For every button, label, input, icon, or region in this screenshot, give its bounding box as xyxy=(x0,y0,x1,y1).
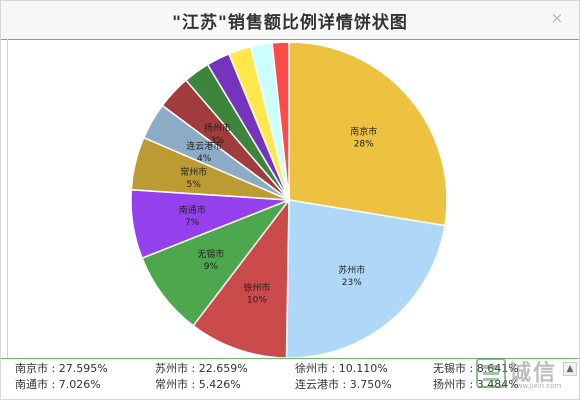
legend-item: 徐州市 : 10.110% xyxy=(295,362,388,375)
pie-slice-name-label: 苏州市 xyxy=(338,264,365,276)
pie-chart: 南京市 28% 苏州市 23% 徐州市 10% 无锡市 9% 南通市 7% 常州市 5% 连云港市 4% 扬… xyxy=(130,41,448,359)
pie-slices xyxy=(130,41,448,359)
pie-slice-name-label: 常州市 xyxy=(180,166,207,178)
pie-slice-percent-label: 5% xyxy=(187,180,202,190)
chart-area: 南京市 28% 苏州市 23% 徐州市 10% 无锡市 9% 南通市 7% 常州市 5% 连云港市 4% 扬… xyxy=(1,40,579,359)
legend-item: 南通市 : 7.026% xyxy=(15,378,101,391)
legend-item: 常州市 : 5.426% xyxy=(155,378,241,391)
pie-slice-name-label: 无锡市 xyxy=(197,248,224,260)
pie-slice-percent-label: 7% xyxy=(185,218,200,228)
pie-slice[interactable] xyxy=(192,197,290,359)
watermark-url: www.jixin.com xyxy=(511,382,562,390)
pie-slice-percent-label: 3% xyxy=(210,136,225,146)
left-edge xyxy=(1,39,8,359)
pie-slice-name-label: 连云港市 xyxy=(186,140,222,152)
legend-item: 南京市 : 27.595% xyxy=(15,362,108,375)
pie-slice-name-label: 徐州市 xyxy=(243,282,270,294)
pie-slice[interactable] xyxy=(141,198,292,327)
pie-slice[interactable] xyxy=(285,199,446,359)
pie-labels: 南京市 28% 苏州市 23% 徐州市 10% 无锡市 9% 南通市 7% 常州市 5% 连云港市 4% 扬… xyxy=(179,122,378,305)
dialog-title: "江苏"销售额比例详情饼状图 xyxy=(172,13,408,33)
watermark-text: 诚信 xyxy=(509,361,558,386)
close-button[interactable]: × xyxy=(550,9,564,27)
pie-slice-percent-label: 28% xyxy=(354,140,374,150)
watermark: 诚信 www.jixin.com xyxy=(475,351,571,395)
pie-slice-percent-label: 9% xyxy=(204,262,219,272)
pie-slice[interactable] xyxy=(288,41,448,227)
pie-slice-name-label: 南京市 xyxy=(350,126,377,138)
pie-slice[interactable] xyxy=(271,41,290,201)
dialog-header: "江苏"销售额比例详情饼状图 × xyxy=(1,1,579,40)
pie-slice-percent-label: 4% xyxy=(197,154,212,164)
legend-item: 苏州市 : 22.659% xyxy=(155,362,248,375)
legend: 南京市 : 27.595% 苏州市 : 22.659% 徐州市 : 10.110… xyxy=(1,358,579,399)
pie-slice-percent-label: 23% xyxy=(342,278,362,288)
legend-item: 连云港市 : 3.750% xyxy=(295,378,392,391)
pie-slice-name-label: 南通市 xyxy=(179,204,206,216)
scroll-up-icon[interactable]: ▲ xyxy=(563,362,577,376)
pie-slice-name-label: 扬州市 xyxy=(204,122,231,134)
pie-slice-percent-label: 10% xyxy=(247,296,267,306)
watermark-logo-icon xyxy=(476,358,506,388)
